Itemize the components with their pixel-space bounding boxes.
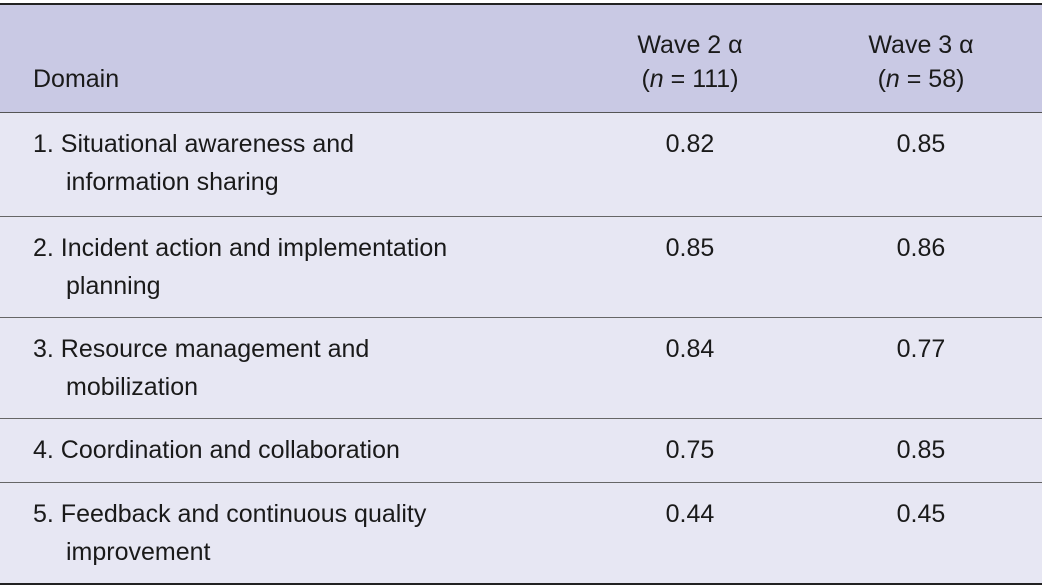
domain-cell: 1. Situational awareness and information …: [0, 112, 580, 216]
wave2-cell: 0.82: [665, 129, 715, 158]
text: = 58): [899, 64, 965, 93]
domain-line: improvement: [66, 537, 211, 566]
header-label: Wave 2 α: [637, 30, 743, 59]
domain-line: information sharing: [66, 167, 279, 196]
wave3-cell: 0.86: [896, 233, 946, 262]
header-domain: Domain: [33, 64, 120, 93]
domain-line: 4. Coordination and collaboration: [33, 435, 400, 464]
table-row: 5. Feedback and continuous quality improv…: [0, 482, 1042, 584]
header-wave3: Wave 3 α (n = 58): [800, 4, 1042, 112]
domain-line: 5. Feedback and continuous quality: [33, 499, 427, 528]
table-row: 3. Resource management and mobilization 0.…: [0, 317, 1042, 418]
table-header: Domain Wave 2 α (n = 111) Wave 3 α (n = …: [0, 4, 1042, 112]
header-sample: (n = 111): [581, 62, 799, 96]
text: = 111): [663, 64, 739, 93]
domain-line: planning: [66, 271, 161, 300]
header-row: Domain Wave 2 α (n = 111) Wave 3 α (n = …: [0, 4, 1042, 112]
header-wave2: Wave 2 α (n = 111): [580, 4, 800, 112]
wave3-cell: 0.85: [896, 435, 946, 464]
wave2-cell: 0.84: [665, 334, 715, 363]
text: (: [641, 64, 650, 93]
domain-line: mobilization: [66, 372, 199, 401]
domain-cell: 2. Incident action and implementation pla…: [0, 216, 580, 317]
wave2-cell: 0.44: [665, 499, 715, 528]
page: Domain Wave 2 α (n = 111) Wave 3 α (n = …: [0, 3, 1042, 587]
table-row: 4. Coordination and collaboration 0.75 0.8…: [0, 418, 1042, 482]
domain-cell: 5. Feedback and continuous quality improv…: [0, 482, 580, 584]
table-body: 1. Situational awareness and information …: [0, 112, 1042, 584]
domain-cell: 4. Coordination and collaboration: [0, 418, 580, 482]
domain-line: 3. Resource management and: [33, 334, 370, 363]
header-label: Wave 3 α: [868, 30, 974, 59]
text: n: [885, 64, 900, 93]
wave2-cell: 0.75: [665, 435, 715, 464]
reliability-table: Domain Wave 2 α (n = 111) Wave 3 α (n = …: [0, 3, 1042, 585]
wave3-cell: 0.45: [896, 499, 946, 528]
domain-cell: 3. Resource management and mobilization: [0, 317, 580, 418]
table-row: 1. Situational awareness and information …: [0, 112, 1042, 216]
table-row: 2. Incident action and implementation pla…: [0, 216, 1042, 317]
domain-line: 2. Incident action and implementation: [33, 233, 448, 262]
wave2-cell: 0.85: [665, 233, 715, 262]
text: n: [649, 64, 664, 93]
text: (: [877, 64, 886, 93]
wave3-cell: 0.77: [896, 334, 946, 363]
wave3-cell: 0.85: [896, 129, 946, 158]
domain-line: 1. Situational awareness and: [33, 129, 355, 158]
header-sample: (n = 58): [801, 62, 1041, 96]
